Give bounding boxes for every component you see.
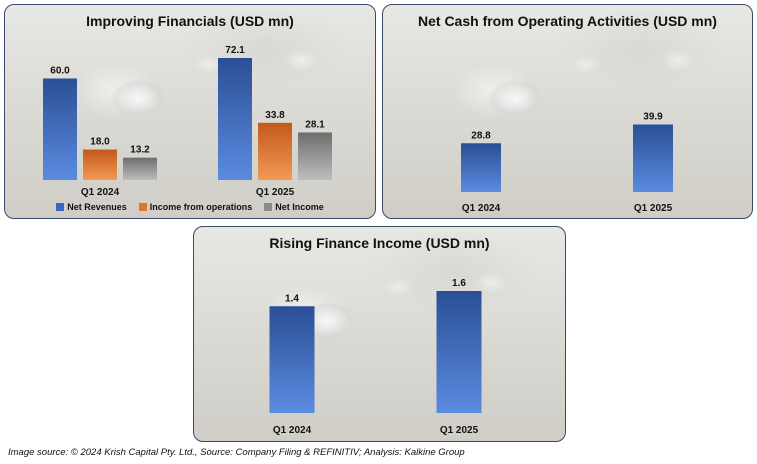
image-source-footer: Image source: © 2024 Krish Capital Pty. … [8, 447, 465, 458]
bar-income-from-operations-q1-2024 [83, 149, 117, 180]
data-label: 60.0 [50, 65, 70, 76]
legend-label: Income from operations [149, 202, 253, 212]
panel-improving-financials: Improving Financials (USD mn) 60.0 18.0 13… [4, 4, 376, 219]
data-label: 28.1 [305, 119, 325, 130]
chart-finance: 1.4 Q1 2024 1.6 Q1 2025 [269, 278, 482, 436]
legend-item-net-revenues: Net Revenues [56, 202, 127, 212]
legend-swatch-orange [138, 203, 147, 211]
chart-title: Rising Finance Income (USD mn) [269, 235, 490, 251]
category-label: Q1 2025 [440, 425, 479, 436]
data-label: 18.0 [90, 137, 110, 148]
bar-net-cash-from-operating-activities-q1-2025 [633, 124, 673, 192]
bar-net-income-q1-2025 [298, 132, 332, 180]
panel-net-cash: Net Cash from Operating Activities (USD … [382, 4, 753, 219]
bar-net-revenues-q1-2024 [43, 78, 77, 180]
category-label: Q1 2025 [634, 203, 673, 214]
legend-label: Net Revenues [67, 202, 127, 212]
chart-netcash: 28.8 Q1 2024 39.9 Q1 2025 [461, 111, 673, 214]
legend: Net Revenues Income from operations Net … [5, 202, 375, 212]
category-label: Q1 2024 [273, 425, 312, 436]
data-label: 13.2 [130, 145, 150, 156]
bar-finance-income-q1-2025 [436, 291, 482, 413]
chart-title: Net Cash from Operating Activities (USD … [418, 13, 717, 29]
category-label: Q1 2024 [81, 187, 120, 198]
data-label: 1.4 [285, 293, 299, 304]
data-label: 1.6 [452, 278, 466, 289]
legend-swatch-gray [264, 203, 273, 211]
bar-net-revenues-q1-2025 [218, 58, 252, 180]
data-label: 72.1 [225, 45, 245, 56]
bar-income-from-operations-q1-2025 [258, 122, 292, 180]
bar-finance-income-q1-2024 [269, 306, 315, 413]
legend-label: Net Income [275, 202, 324, 212]
legend-item-income-ops: Income from operations [138, 202, 253, 212]
category-label: Q1 2024 [462, 203, 501, 214]
legend-item-net-income: Net Income [264, 202, 324, 212]
chart-financials: 60.0 18.0 13.2 Q1 2024 72.1 33.8 28.1 Q1 2025 [43, 45, 332, 198]
data-label: 39.9 [643, 111, 663, 122]
legend-swatch-blue [56, 203, 65, 211]
data-label: 33.8 [265, 110, 285, 121]
bar-net-cash-from-operating-activities-q1-2024 [461, 143, 501, 192]
data-label: 28.8 [471, 130, 491, 141]
bar-net-income-q1-2024 [123, 157, 157, 180]
chart-title: Improving Financials (USD mn) [86, 13, 294, 29]
category-label: Q1 2025 [256, 187, 295, 198]
panel-finance-income: Rising Finance Income (USD mn) 1.4 Q1 202… [193, 226, 566, 442]
